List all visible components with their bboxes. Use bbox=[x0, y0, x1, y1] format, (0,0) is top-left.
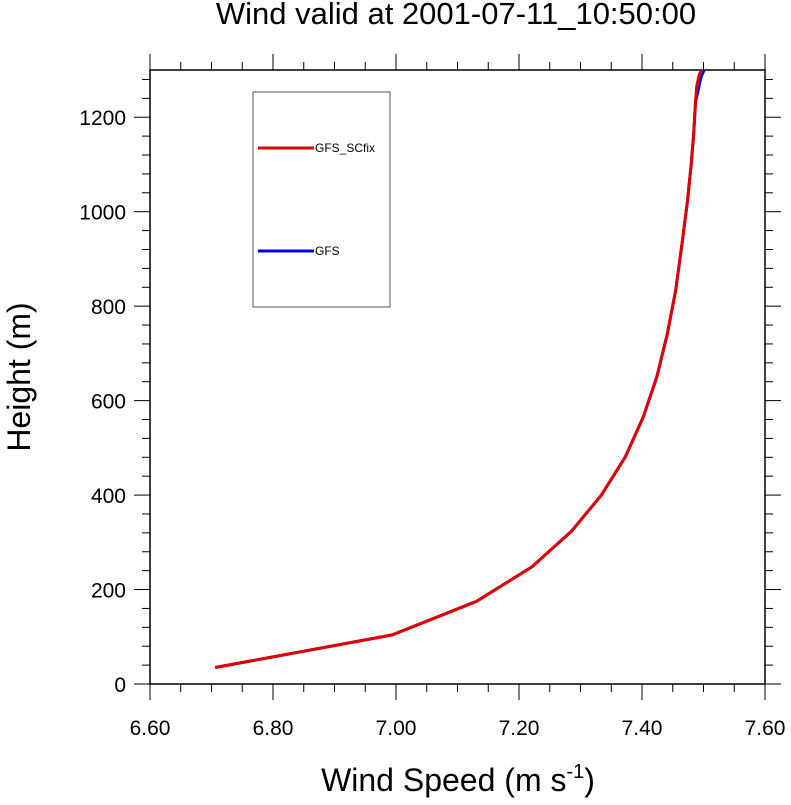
y-tick-label: 800 bbox=[91, 296, 126, 319]
y-tick-label: 1000 bbox=[79, 202, 126, 225]
x-axis-label: Wind Speed (m s-1) bbox=[321, 761, 595, 798]
plot-frame bbox=[149, 69, 766, 685]
x-tick-label: 6.60 bbox=[130, 717, 171, 740]
plot-area: 6.60 6.80 7.00 7.20 7.40 7.60 0 200 400 600 800 100… bbox=[79, 54, 785, 740]
legend-label-gfs: GFS bbox=[315, 244, 340, 258]
y-tick-label: 600 bbox=[91, 391, 126, 414]
x-tick-label: 7.20 bbox=[499, 717, 540, 740]
x-tick-label: 7.60 bbox=[745, 717, 786, 740]
y-tick-label: 200 bbox=[91, 580, 126, 603]
x-axis-label-main: Wind Speed (m s bbox=[321, 762, 566, 798]
y-tick-label: 0 bbox=[114, 674, 126, 697]
chart-title: Wind valid at 2001-07-11_10:50:00 bbox=[216, 0, 696, 31]
y-tick-label: 400 bbox=[91, 485, 126, 508]
x-axis-label-superscript: -1 bbox=[566, 761, 584, 783]
y-tick-label: 1200 bbox=[79, 107, 126, 130]
x-tick-label: 7.40 bbox=[622, 717, 663, 740]
series-line-gfs-scfix bbox=[214, 70, 704, 669]
x-tick-label: 7.00 bbox=[376, 717, 417, 740]
x-tick-label: 6.80 bbox=[253, 717, 294, 740]
y-axis-label: Height (m) bbox=[1, 302, 37, 451]
legend-box bbox=[252, 91, 391, 308]
legend-label-gfs-scfix: GFS_SCfix bbox=[315, 141, 375, 155]
x-axis-label-close: ) bbox=[584, 762, 595, 798]
